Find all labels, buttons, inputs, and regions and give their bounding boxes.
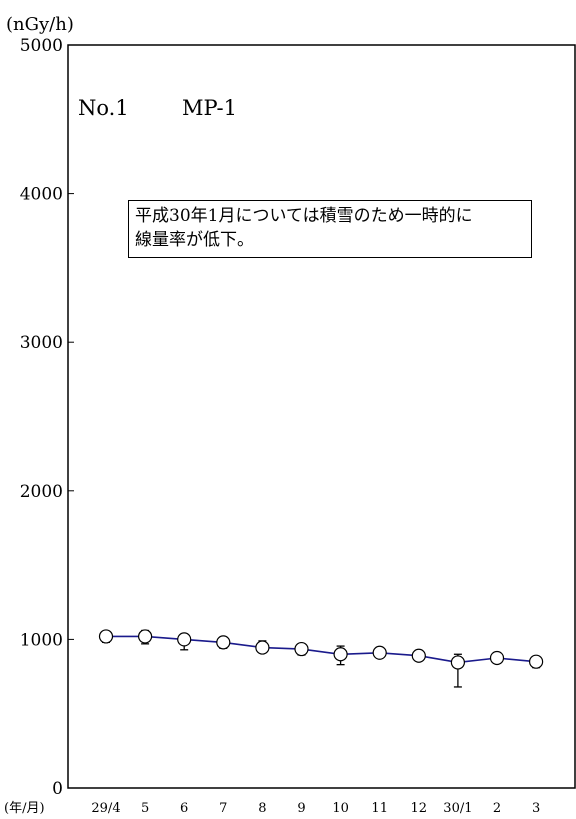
- data-point: [333, 647, 348, 662]
- y-tick-label: 3000: [20, 333, 63, 353]
- x-tick-label: 30/1: [443, 801, 472, 816]
- y-tick-label: 4000: [20, 185, 63, 205]
- data-point: [98, 629, 114, 644]
- x-tick-label: 2: [493, 801, 501, 816]
- x-tick-label: 29/4: [91, 801, 120, 816]
- x-axis-ticks: 29/4 5 6 7 8 9 10 11 12 30/1 2 3: [91, 801, 540, 816]
- data-point: [177, 632, 192, 647]
- series-line: [106, 635, 537, 664]
- y-tick-label: 5000: [20, 36, 63, 56]
- station-number: No.1: [78, 96, 129, 120]
- x-tick-label: 5: [141, 801, 149, 816]
- data-point: [411, 648, 426, 663]
- annotation-note: 平成30年1月については積雪のため一時的に 線量率が低下。: [128, 200, 532, 258]
- x-tick-label: 11: [371, 801, 388, 816]
- error-bars: [102, 629, 541, 688]
- data-point: [138, 629, 153, 644]
- x-axis-label: (年/月): [4, 801, 45, 816]
- x-tick-label: 10: [332, 801, 349, 816]
- data-point: [528, 654, 544, 669]
- plot-area: [67, 44, 576, 789]
- data-point: [255, 640, 270, 655]
- y-tick-label: 1000: [20, 630, 63, 650]
- data-point: [372, 645, 387, 660]
- y-tick-label: 0: [52, 779, 63, 799]
- x-tick-label: 3: [532, 801, 540, 816]
- x-tick-label: 12: [411, 801, 428, 816]
- y-unit-label: (nGy/h): [6, 14, 74, 35]
- note-line-1: 平成30年1月については積雪のため一時的に: [135, 206, 473, 226]
- y-tick-label: 2000: [20, 482, 63, 502]
- x-tick-label: 7: [219, 801, 227, 816]
- x-tick-label: 6: [180, 801, 188, 816]
- data-point: [216, 635, 231, 650]
- data-point: [450, 655, 465, 670]
- note-line-2: 線量率が低下。: [135, 230, 254, 250]
- x-tick-label: 9: [297, 801, 305, 816]
- data-markers: [98, 629, 544, 670]
- y-axis-ticks: 0 1000 2000 3000 4000 5000: [20, 36, 74, 799]
- data-point: [489, 650, 505, 666]
- x-tick-label: 8: [258, 801, 266, 816]
- data-point: [294, 641, 309, 657]
- station-name: MP-1: [182, 96, 237, 120]
